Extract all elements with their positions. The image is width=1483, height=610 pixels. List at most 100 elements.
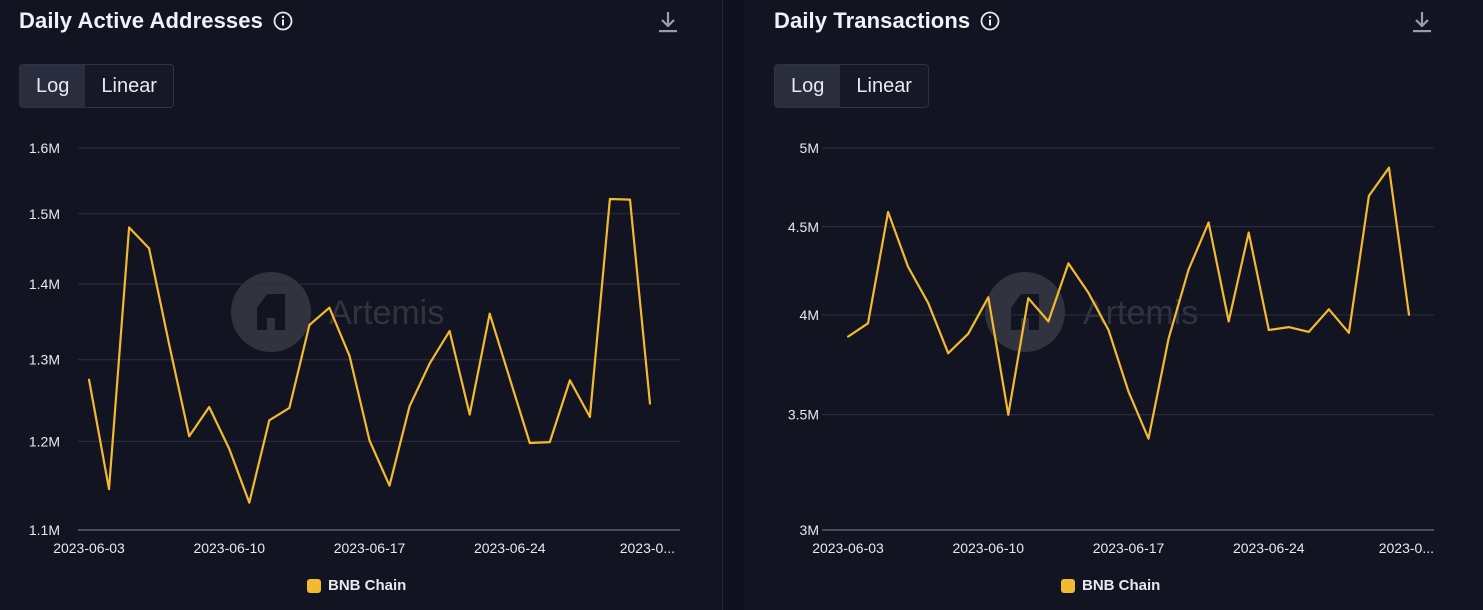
chart-legend[interactable]: BNB Chain — [307, 577, 406, 594]
y-tick-label: 4.5M — [788, 219, 819, 235]
data-point[interactable] — [927, 301, 930, 304]
data-point[interactable] — [388, 484, 391, 487]
panel-header: Daily Active Addresses — [19, 8, 293, 34]
log-scale-button[interactable]: Log — [20, 65, 86, 107]
data-point[interactable] — [1167, 337, 1170, 340]
data-point[interactable] — [1027, 297, 1030, 300]
data-point[interactable] — [1127, 390, 1130, 393]
data-point[interactable] — [468, 413, 471, 416]
data-point[interactable] — [1207, 221, 1210, 224]
data-point[interactable] — [1067, 262, 1070, 265]
data-point[interactable] — [608, 197, 611, 200]
data-point[interactable] — [1187, 268, 1190, 271]
data-point[interactable] — [288, 406, 291, 409]
data-point[interactable] — [1087, 291, 1090, 294]
chart-legend[interactable]: BNB Chain — [1061, 577, 1160, 594]
y-tick-label: 1.4M — [29, 276, 60, 292]
data-point[interactable] — [1247, 231, 1250, 234]
daily-active-addresses-panel: Daily Active Addresses Log Linear Artemi… — [0, 0, 722, 610]
x-tick-label: 2023-06-17 — [334, 540, 406, 556]
legend-swatch — [307, 578, 321, 593]
data-point[interactable] — [1047, 320, 1050, 323]
info-circle-icon[interactable] — [980, 11, 1000, 31]
daily-transactions-panel: Daily Transactions Log Linear Artemis 3M 3… — [744, 0, 1483, 610]
data-point[interactable] — [168, 343, 171, 346]
data-point[interactable] — [568, 379, 571, 382]
x-tick-label: 2023-06-24 — [1233, 540, 1305, 556]
data-point[interactable] — [887, 210, 890, 213]
data-point[interactable] — [907, 265, 910, 268]
download-icon[interactable] — [657, 10, 679, 36]
y-tick-label: 1.1M — [29, 522, 60, 538]
data-point[interactable] — [88, 378, 90, 381]
data-point[interactable] — [488, 312, 491, 315]
scale-toggle: Log Linear — [774, 64, 929, 108]
data-point[interactable] — [448, 330, 451, 333]
data-point[interactable] — [308, 323, 311, 326]
data-point[interactable] — [1107, 328, 1110, 331]
log-scale-button[interactable]: Log — [775, 65, 841, 107]
data-point[interactable] — [228, 447, 231, 450]
daily-active-addresses-chart: Artemis 1.1M 1.2M 1.3M 1.4M 1.5M 1.6M 2023-06-0… — [29, 140, 680, 556]
data-point[interactable] — [368, 439, 371, 442]
data-point[interactable] — [1227, 320, 1230, 323]
data-point[interactable] — [188, 435, 191, 438]
data-point[interactable] — [408, 405, 411, 408]
data-point[interactable] — [649, 402, 651, 405]
data-point[interactable] — [1327, 308, 1330, 311]
linear-scale-button[interactable]: Linear — [856, 75, 912, 97]
x-tick-label: 2023-06-03 — [812, 540, 884, 556]
data-point[interactable] — [428, 362, 431, 365]
legend-label: BNB Chain — [1082, 577, 1161, 594]
legend-swatch — [1061, 578, 1075, 593]
data-point[interactable] — [148, 247, 151, 250]
data-point[interactable] — [967, 332, 970, 335]
download-icon[interactable] — [1411, 10, 1433, 36]
chart-title: Daily Transactions — [774, 8, 971, 33]
x-tick-label: 2023-06-24 — [474, 540, 546, 556]
info-circle-icon[interactable] — [273, 11, 293, 31]
data-point[interactable] — [1367, 194, 1370, 197]
y-tick-label: 1.5M — [29, 206, 60, 222]
x-tick-label: 2023-0... — [620, 540, 675, 556]
series-line-bnb-chain[interactable] — [87, 197, 652, 504]
watermark: Artemis — [985, 272, 1198, 352]
linear-scale-button[interactable]: Linear — [101, 75, 157, 97]
data-point[interactable] — [1347, 331, 1350, 334]
data-point[interactable] — [1307, 330, 1310, 333]
y-tick-label: 1.2M — [29, 433, 60, 449]
data-point[interactable] — [1287, 326, 1290, 329]
x-tick-label: 2023-06-10 — [193, 540, 265, 556]
data-point[interactable] — [548, 441, 551, 444]
y-tick-label: 1.6M — [29, 140, 60, 156]
data-point[interactable] — [328, 306, 331, 309]
data-point[interactable] — [128, 226, 131, 229]
data-point[interactable] — [1007, 413, 1010, 416]
data-point[interactable] — [1408, 313, 1410, 316]
scale-toggle: Log Linear — [19, 64, 174, 108]
data-point[interactable] — [1147, 437, 1150, 440]
data-point[interactable] — [1387, 166, 1390, 169]
data-point[interactable] — [588, 415, 591, 418]
data-point[interactable] — [947, 352, 950, 355]
panel-header: Daily Transactions — [774, 8, 1000, 34]
data-point[interactable] — [208, 406, 211, 409]
y-tick-label: 5M — [800, 140, 819, 156]
data-point[interactable] — [867, 322, 870, 325]
watermark: Artemis — [231, 272, 444, 352]
data-point[interactable] — [268, 419, 271, 422]
data-point[interactable] — [528, 441, 531, 444]
data-point[interactable] — [1267, 328, 1270, 331]
data-point[interactable] — [987, 296, 990, 299]
daily-transactions-chart: Artemis 3M 3.5M 4M 4.5M 5M 2023-06-03 2023-06-1… — [788, 140, 1434, 556]
data-point[interactable] — [628, 198, 631, 201]
watermark-text: Artemis — [329, 294, 444, 332]
data-point[interactable] — [847, 335, 849, 338]
panel-divider — [722, 0, 723, 610]
y-tick-label: 1.3M — [29, 352, 60, 368]
data-point[interactable] — [248, 501, 251, 504]
data-point[interactable] — [348, 354, 351, 357]
data-point[interactable] — [108, 488, 111, 491]
data-point[interactable] — [508, 377, 511, 380]
y-tick-label: 3.5M — [788, 407, 819, 423]
